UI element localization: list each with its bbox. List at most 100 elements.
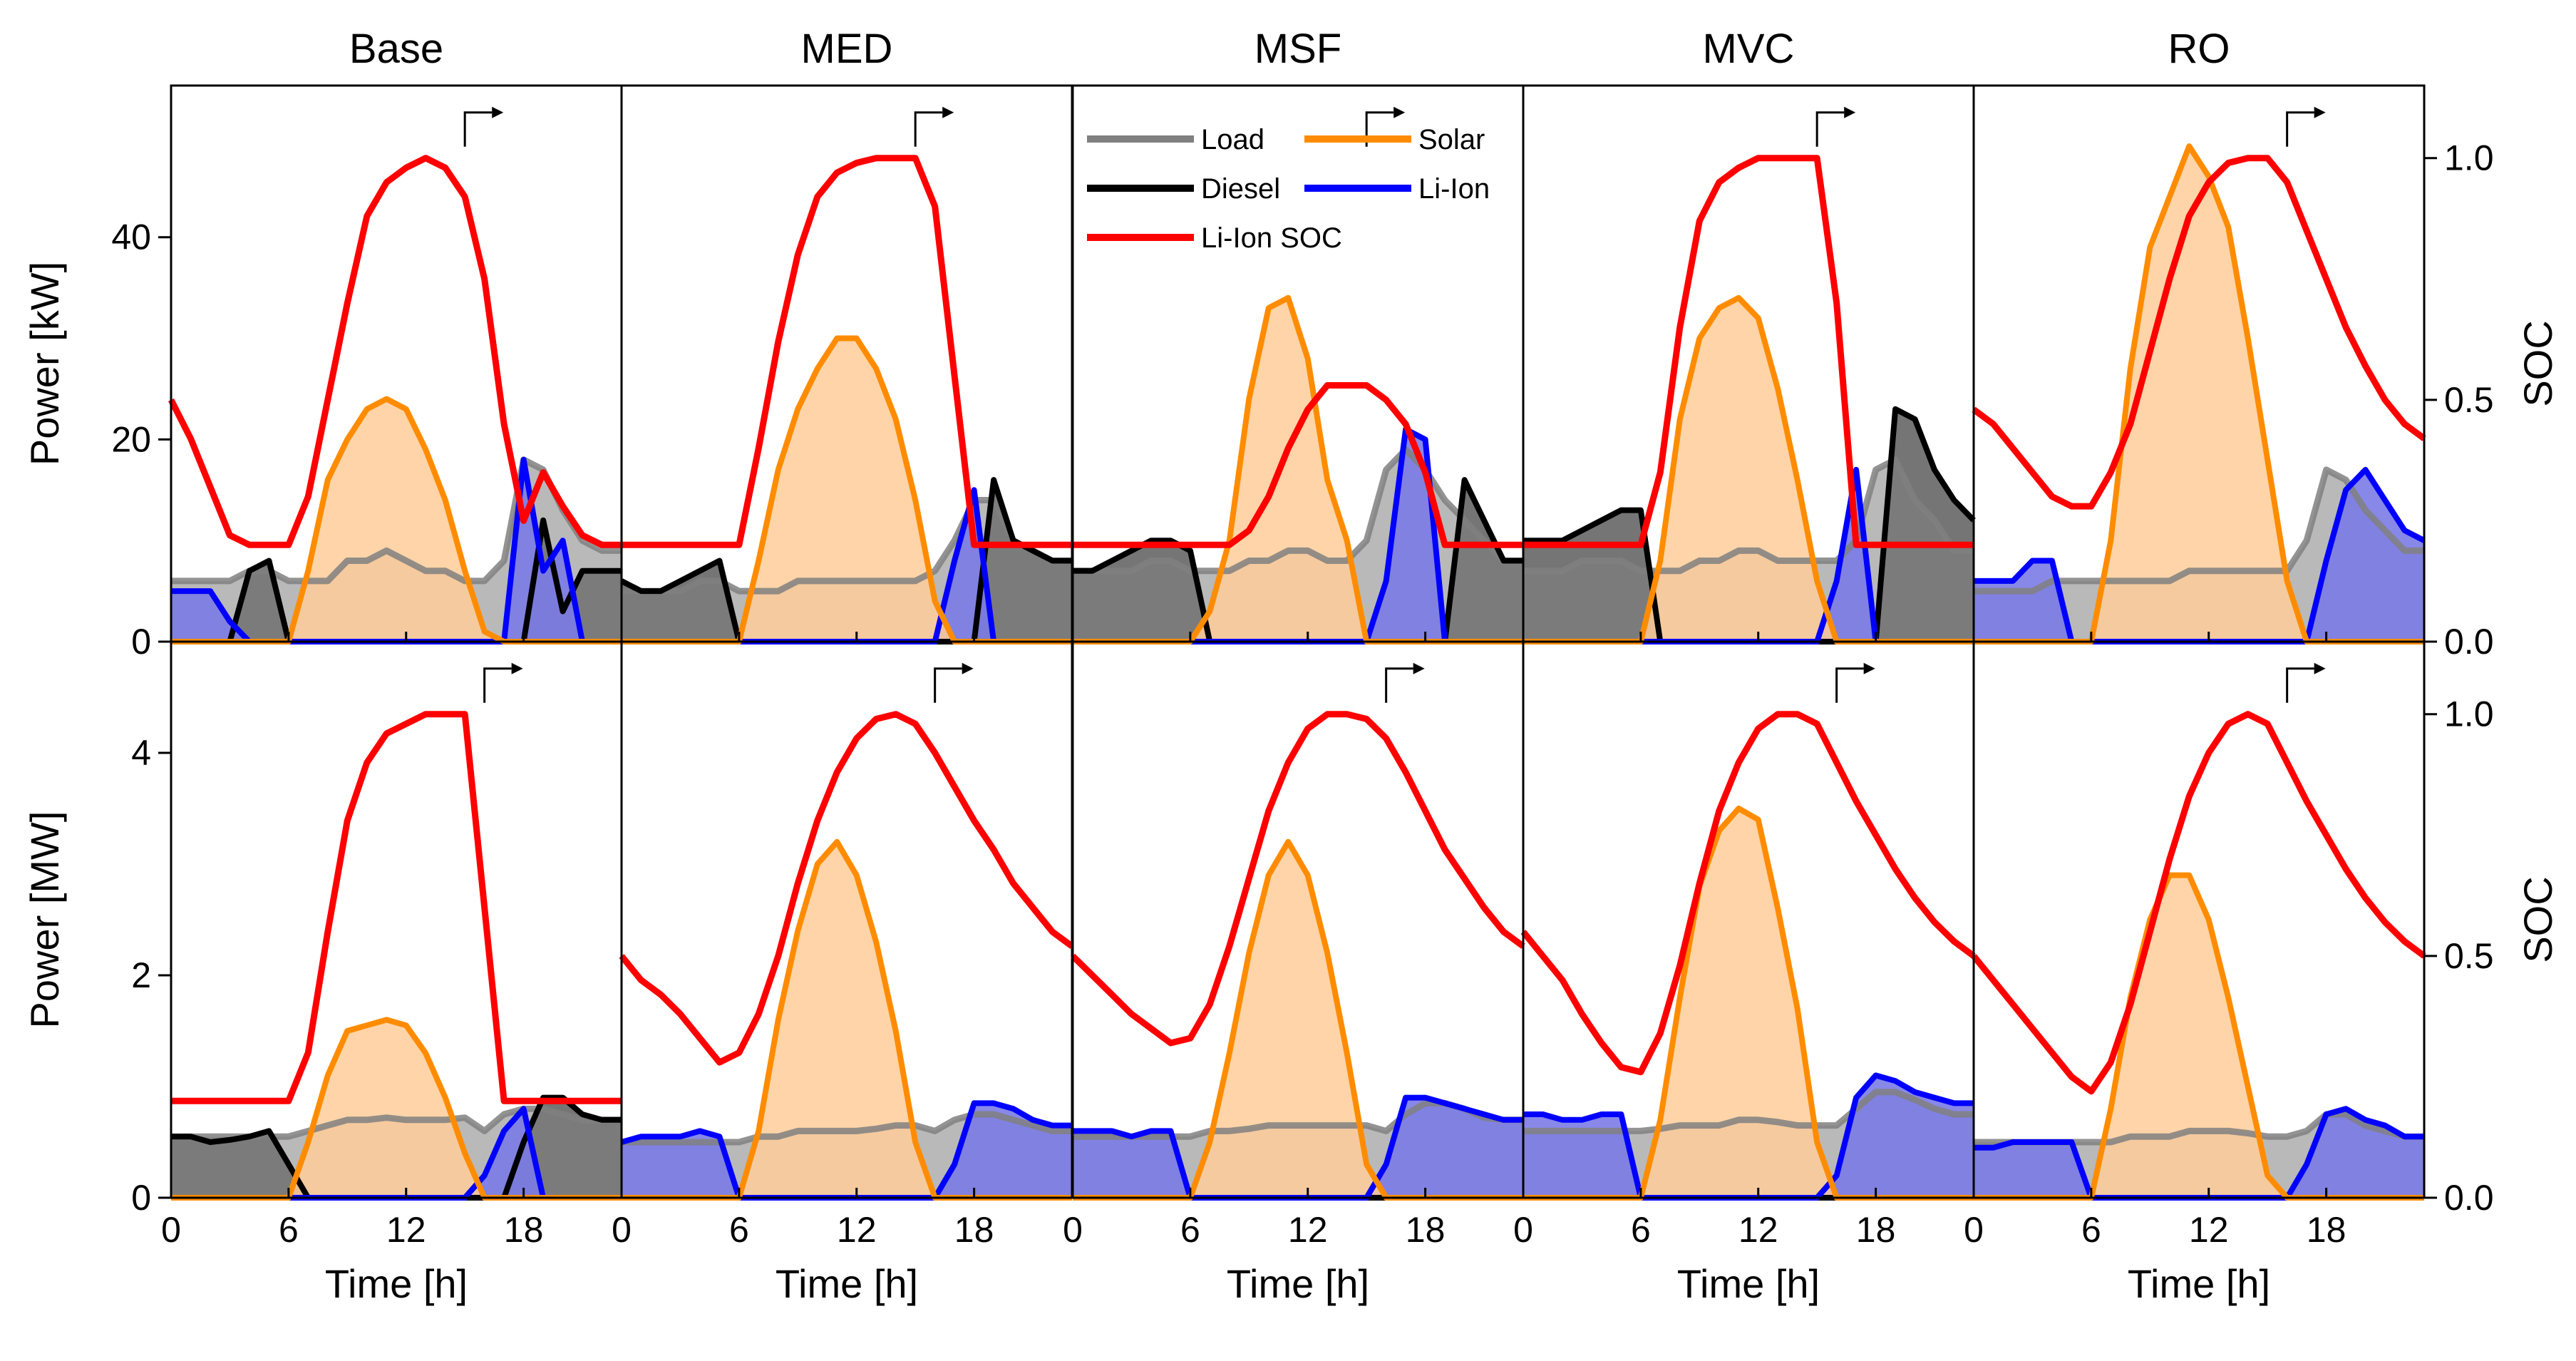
x-axis-label: Time [h] bbox=[325, 1261, 468, 1306]
panel-ro-row1 bbox=[1972, 84, 2426, 644]
load-line bbox=[1073, 446, 1523, 575]
solar-area bbox=[622, 338, 1072, 642]
y2-tick-label: 1.0 bbox=[2444, 138, 2494, 178]
li-ion-soc-line bbox=[1971, 711, 2426, 1095]
li-ion-soc-line bbox=[622, 155, 1072, 548]
panel-med-row2 bbox=[619, 640, 1074, 1201]
column-title: RO bbox=[2168, 26, 2230, 72]
x-tick-label: 6 bbox=[729, 1210, 749, 1250]
y-tick-label: 2 bbox=[131, 955, 151, 995]
legend-label: Li-Ion bbox=[1418, 173, 1490, 205]
peak-marker-arrowhead bbox=[962, 662, 974, 674]
panel-ro-row2 bbox=[1971, 640, 2426, 1201]
y-axis-label: Power [kW] bbox=[22, 262, 67, 466]
panel-med-row1 bbox=[620, 84, 1073, 644]
legend-label: Load bbox=[1201, 124, 1264, 155]
legend-label: Diesel bbox=[1201, 173, 1280, 205]
li-ion-soc-line bbox=[1070, 711, 1525, 1047]
solar-area bbox=[1073, 297, 1523, 642]
peak-marker-arrowhead bbox=[942, 106, 954, 118]
x-axis-label: Time [h] bbox=[2128, 1261, 2270, 1306]
x-tick-label: 12 bbox=[837, 1210, 877, 1250]
x-tick-label: 6 bbox=[1631, 1210, 1651, 1250]
li-ion-area bbox=[1523, 469, 1974, 642]
x-tick-label: 12 bbox=[2189, 1210, 2229, 1250]
x-axis-label: Time [h] bbox=[1227, 1261, 1369, 1306]
li-ion-area bbox=[1974, 1109, 2424, 1198]
x-tick-label: 12 bbox=[1738, 1210, 1778, 1250]
li-ion-area bbox=[622, 1103, 1072, 1198]
li-ion-area bbox=[622, 490, 1072, 642]
peak-marker-arrow bbox=[463, 111, 493, 147]
y2-tick-label: 0.0 bbox=[2444, 622, 2494, 662]
li-ion-area bbox=[1974, 469, 2424, 642]
peak-marker-arrowhead bbox=[2314, 662, 2326, 674]
panel-base-row1 bbox=[168, 84, 623, 644]
x-tick-label: 18 bbox=[1406, 1210, 1446, 1250]
x-tick-label: 18 bbox=[1856, 1210, 1896, 1250]
x-axis-label: Time [h] bbox=[1677, 1261, 1820, 1306]
peak-marker-arrowhead bbox=[1863, 662, 1875, 674]
y2-tick-label: 1.0 bbox=[2444, 694, 2494, 734]
li-ion-soc-line bbox=[168, 155, 622, 548]
li-ion-soc-line bbox=[619, 711, 1074, 1066]
panel-mvc-row2 bbox=[1520, 640, 1976, 1201]
y2-axis-label: SOC bbox=[2515, 876, 2560, 962]
x-tick-label: 18 bbox=[2307, 1210, 2346, 1250]
peak-marker-arrow bbox=[483, 667, 512, 703]
x-axis-label: Time [h] bbox=[776, 1261, 918, 1306]
solar-area bbox=[171, 1020, 622, 1198]
y2-axis-label: SOC bbox=[2515, 320, 2560, 406]
solar-area bbox=[171, 399, 622, 642]
peak-marker-arrow bbox=[1385, 667, 1413, 703]
li-ion-soc-line bbox=[1520, 711, 1976, 1076]
li-ion-area bbox=[1073, 429, 1523, 642]
peak-marker-arrow bbox=[1815, 111, 1845, 147]
y-tick-label: 0 bbox=[131, 622, 151, 662]
x-tick-label: 0 bbox=[612, 1210, 632, 1250]
peak-marker-arrowhead bbox=[1413, 662, 1425, 674]
y-tick-label: 0 bbox=[131, 1178, 151, 1218]
li-ion-soc-line bbox=[1073, 382, 1523, 548]
x-tick-label: 6 bbox=[279, 1210, 299, 1250]
peak-marker-arrow bbox=[1835, 667, 1864, 703]
column-title: MSF bbox=[1254, 26, 1341, 72]
peak-marker-arrow bbox=[2286, 111, 2314, 147]
column-title: MVC bbox=[1703, 26, 1795, 72]
y-tick-label: 20 bbox=[111, 419, 151, 459]
x-tick-label: 12 bbox=[386, 1210, 426, 1250]
panel-msf-row1 bbox=[1071, 84, 1525, 644]
y2-tick-label: 0.0 bbox=[2444, 1178, 2494, 1218]
column-title: MED bbox=[801, 26, 893, 72]
solar-area bbox=[1073, 841, 1523, 1198]
legend: Load Solar Diesel Li-Ion Li-Ion SOC bbox=[1087, 124, 1490, 254]
x-tick-label: 6 bbox=[1180, 1210, 1200, 1250]
peak-marker-arrow bbox=[1365, 111, 1394, 147]
peak-marker-arrowhead bbox=[511, 662, 523, 674]
solar-area bbox=[1974, 146, 2424, 642]
solar-area bbox=[1523, 297, 1974, 642]
y2-tick-label: 0.5 bbox=[2444, 936, 2494, 976]
peak-marker-arrow bbox=[2286, 667, 2314, 703]
peak-marker-arrow bbox=[914, 111, 943, 147]
y2-tick-label: 0.5 bbox=[2444, 380, 2494, 420]
li-ion-soc-line bbox=[171, 711, 622, 1104]
load-line bbox=[1523, 456, 1974, 575]
panel-msf-row2 bbox=[1070, 640, 1525, 1201]
solar-area bbox=[1974, 875, 2424, 1198]
legend-label: Li-Ion SOC bbox=[1201, 222, 1342, 254]
x-tick-label: 12 bbox=[1288, 1210, 1328, 1250]
y-tick-label: 4 bbox=[131, 733, 151, 773]
column-title: Base bbox=[349, 26, 443, 72]
li-ion-soc-line bbox=[1972, 155, 2426, 510]
load-line bbox=[622, 497, 1072, 595]
li-ion-soc-line bbox=[1523, 155, 1974, 548]
load-area bbox=[1974, 469, 2424, 642]
x-tick-label: 18 bbox=[504, 1210, 544, 1250]
panel-base-row2 bbox=[170, 640, 623, 1201]
x-tick-label: 0 bbox=[161, 1210, 181, 1250]
solar-area bbox=[622, 841, 1072, 1198]
peak-marker-arrowhead bbox=[1393, 106, 1406, 118]
panel-frame bbox=[1972, 640, 2426, 1199]
